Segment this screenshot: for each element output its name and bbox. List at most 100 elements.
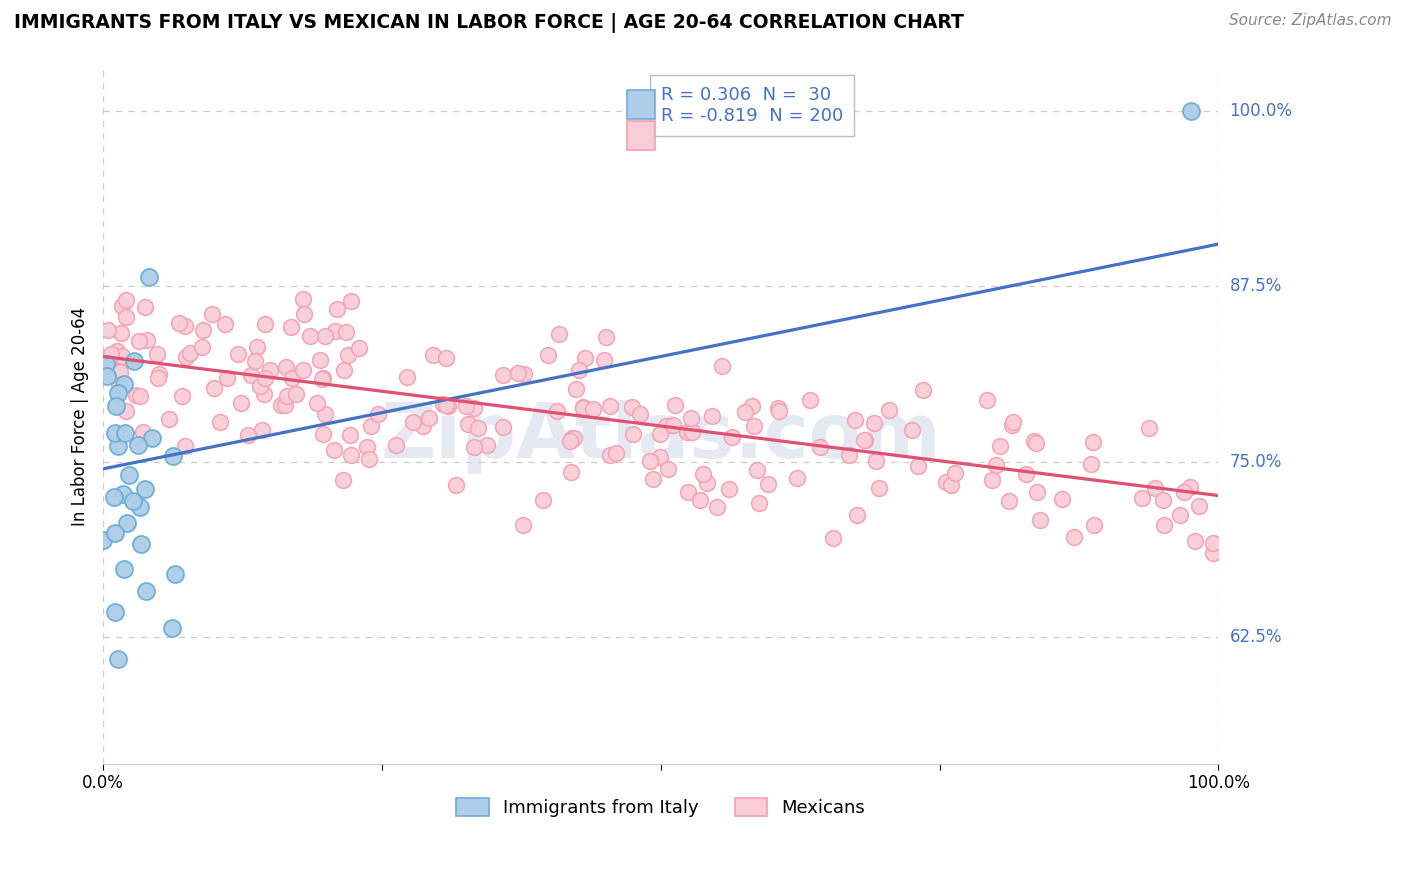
Point (548, 327, 571, 342)
Point (1201, 535, 1223, 549)
Point (605, 445, 627, 459)
Point (696, 476, 718, 491)
Point (745, 463, 768, 477)
Point (312, 427, 335, 442)
Point (336, 348, 359, 362)
Point (117, 468, 139, 483)
Text: 62.5%: 62.5% (1230, 628, 1282, 647)
Point (131, 536, 153, 550)
Point (564, 431, 586, 445)
Point (657, 462, 679, 476)
Point (560, 465, 582, 479)
Point (107, 651, 129, 665)
Point (115, 293, 138, 307)
Point (174, 351, 197, 365)
Point (741, 399, 763, 413)
Point (173, 440, 195, 454)
Point (655, 419, 678, 434)
Point (844, 413, 866, 427)
Point (292, 292, 315, 306)
Point (853, 434, 876, 448)
Point (323, 442, 346, 457)
Point (107, 377, 129, 392)
Point (742, 418, 765, 433)
Point (125, 388, 148, 402)
Point (217, 371, 239, 385)
Point (333, 363, 356, 377)
Point (676, 425, 699, 440)
Point (385, 438, 408, 452)
Point (582, 401, 605, 416)
Point (454, 399, 477, 413)
Point (643, 472, 665, 486)
Point (214, 317, 236, 331)
Point (1173, 484, 1195, 499)
Point (96, 323, 118, 337)
Point (621, 427, 644, 442)
Point (1083, 518, 1105, 533)
Point (276, 389, 298, 403)
Point (717, 482, 740, 496)
Point (1178, 480, 1201, 494)
Point (115, 310, 138, 325)
Point (692, 467, 714, 481)
Point (270, 398, 292, 412)
Point (179, 346, 201, 360)
Point (259, 362, 281, 376)
Point (254, 318, 277, 332)
Point (689, 493, 711, 508)
Point (274, 398, 297, 412)
Point (114, 376, 136, 391)
Point (170, 389, 193, 403)
Point (990, 438, 1012, 452)
Point (1152, 493, 1174, 508)
Point (786, 471, 808, 485)
Point (134, 301, 156, 315)
Point (308, 353, 330, 368)
Point (162, 449, 184, 463)
Point (208, 415, 231, 429)
Point (681, 425, 703, 439)
Point (111, 349, 134, 363)
Point (648, 426, 671, 441)
Point (94, 358, 117, 372)
Point (201, 307, 224, 321)
Point (367, 407, 389, 421)
Text: ZipAtlas.com: ZipAtlas.com (381, 400, 941, 474)
Point (706, 500, 728, 514)
Point (249, 378, 271, 392)
Point (640, 454, 662, 468)
Point (107, 344, 129, 359)
Point (108, 365, 131, 379)
Point (326, 301, 349, 316)
Point (314, 329, 336, 343)
Point (110, 326, 132, 340)
Point (122, 493, 145, 508)
Point (852, 433, 875, 447)
Point (307, 396, 329, 410)
Point (114, 425, 136, 440)
FancyBboxPatch shape (627, 120, 655, 150)
Point (127, 438, 149, 452)
Point (191, 322, 214, 336)
Point (128, 500, 150, 514)
Point (434, 351, 457, 365)
Text: R = 0.306  N =  30
R = -0.819  N = 200: R = 0.306 N = 30 R = -0.819 N = 200 (661, 86, 844, 125)
Point (112, 487, 135, 501)
Point (463, 440, 485, 454)
Point (104, 605, 127, 619)
Point (650, 450, 672, 464)
Point (768, 401, 790, 415)
Point (574, 351, 596, 365)
Point (115, 404, 138, 418)
Point (291, 363, 314, 377)
Point (664, 398, 686, 412)
Point (238, 428, 260, 442)
Point (907, 459, 929, 474)
Point (1130, 491, 1153, 505)
Point (347, 341, 370, 355)
Point (702, 409, 724, 423)
Point (1201, 546, 1223, 560)
Point (174, 319, 197, 334)
Point (506, 366, 529, 380)
